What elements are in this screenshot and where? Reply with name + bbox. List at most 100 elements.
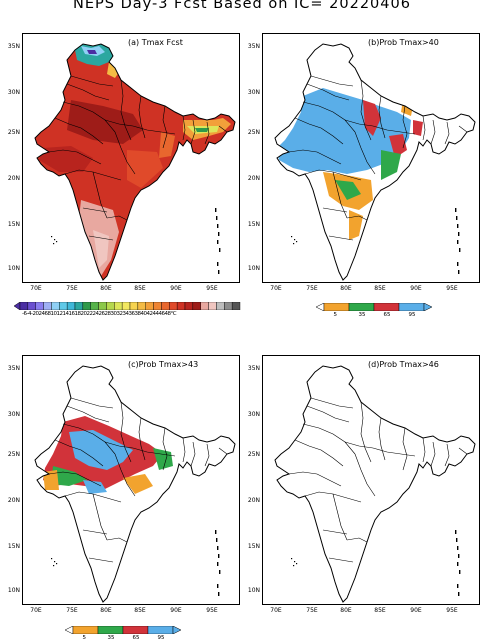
lat-tick-label: 35N — [7, 365, 20, 372]
lat-tick-label: 30N — [247, 89, 260, 96]
country-outline — [34, 365, 236, 603]
prob-colorbar-label: 35 — [107, 635, 115, 641]
lon-tick-label: 90E — [170, 607, 182, 614]
prob-colorbar-b: 5 35 65 95 — [316, 303, 432, 318]
shaded-field — [43, 416, 173, 494]
lon-tick-label: 90E — [170, 285, 182, 292]
tmax-colorbar-label: -4 — [26, 311, 31, 317]
tmax-colorbar-label: 8 — [47, 311, 51, 317]
lon-tick-label: 85E — [374, 285, 386, 292]
prob-colorbar-label: 95 — [408, 312, 416, 318]
tmax-colorbar-labels: -6-4-20246810121416182022242628303234363… — [22, 311, 246, 317]
lon-tick-label: 95E — [446, 607, 458, 614]
lat-tick-label: 20N — [247, 497, 260, 504]
tmax-colorbar-label: 30 — [110, 311, 117, 317]
panel-prob-tmax-43: (c)Prob Tmax>43 — [22, 355, 240, 605]
tmax-colorbar-label: 44 — [152, 311, 159, 317]
tmax-colorbar-label: 38 — [134, 311, 141, 317]
tmax-colorbar-label: -6 — [22, 311, 27, 317]
country-outline — [274, 43, 476, 281]
panel-label: (a) Tmax Fcst — [127, 38, 184, 47]
lat-tick-label: 10N — [7, 587, 20, 594]
lon-tick-label: 70E — [270, 285, 282, 292]
tmax-colorbar-label: 12 — [56, 311, 63, 317]
lon-tick-label: 75E — [66, 285, 78, 292]
lon-tick-label: 90E — [410, 607, 422, 614]
lat-tick-label: 25N — [247, 451, 260, 458]
lon-tick-label: 75E — [306, 285, 318, 292]
panel-tmax-forecast: (a) Tmax Fcst — [22, 33, 240, 283]
lat-tick-label: 15N — [7, 221, 20, 228]
tmax-colorbar-label: 40 — [140, 311, 147, 317]
tmax-colorbar-label: 48 — [164, 311, 171, 317]
tmax-colorbar-label: 10 — [50, 311, 57, 317]
tmax-colorbar-label: 14 — [62, 311, 69, 317]
prob-colorbar-label: 65 — [383, 312, 391, 318]
tmax-colorbar-label: 24 — [92, 311, 99, 317]
lon-tick-label: 75E — [306, 607, 318, 614]
lon-tick-label: 70E — [30, 285, 42, 292]
tmax-colorbar-boxes — [14, 302, 241, 310]
prob-colorbar-c: 5 35 65 95 — [65, 626, 181, 641]
map-p40 — [274, 43, 476, 281]
panel-prob-tmax-46: (d)Prob Tmax>46 — [262, 355, 480, 605]
lon-tick-label: 70E — [270, 607, 282, 614]
map-p46 — [274, 365, 476, 603]
tmax-colorbar-label: 34 — [122, 311, 129, 317]
panel-label: (b)Prob Tmax>40 — [367, 38, 440, 47]
prob-colorbar-label: 5 — [333, 312, 338, 318]
lon-tick-label: 70E — [30, 607, 42, 614]
lat-tick-label: 30N — [7, 411, 20, 418]
lat-tick-label: 15N — [247, 543, 260, 550]
lat-tick-label: 35N — [247, 365, 260, 372]
tmax-colorbar-label: 26 — [98, 311, 105, 317]
tmax-colorbar-label: 2 — [38, 311, 42, 317]
tmax-colorbar-label: 22 — [86, 311, 93, 317]
lon-tick-label: 80E — [100, 285, 112, 292]
prob-colorbar-label: 65 — [132, 635, 140, 641]
tmax-colorbar-label: 28 — [104, 311, 111, 317]
tmax-colorbar-label: 6 — [44, 311, 48, 317]
tmax-colorbar-label: 42 — [146, 311, 153, 317]
lon-tick-label: 95E — [206, 607, 218, 614]
country-outline — [34, 43, 236, 281]
prob-colorbar-label: 95 — [157, 635, 165, 641]
tmax-colorbar-label: 18 — [74, 311, 81, 317]
shaded-field — [277, 88, 423, 240]
panel-label: (c)Prob Tmax>43 — [127, 360, 200, 369]
tmax-colorbar-label: 46 — [158, 311, 165, 317]
tmax-colorbar-label: 36 — [128, 311, 135, 317]
lat-tick-label: 30N — [7, 89, 20, 96]
figure-title: NEPS Day-3 Fcst Based on IC= 20220406 — [73, 0, 411, 12]
prob-colorbar-boxes — [65, 626, 181, 634]
lon-tick-label: 75E — [66, 607, 78, 614]
panel-label: (d)Prob Tmax>46 — [367, 360, 440, 369]
lon-tick-label: 80E — [340, 285, 352, 292]
map-tmax — [34, 43, 236, 281]
lon-tick-label: 85E — [374, 607, 386, 614]
tmax-colorbar-label: 4 — [41, 311, 45, 317]
lat-tick-label: 35N — [7, 43, 20, 50]
tmax-colorbar-label: 0 — [35, 311, 39, 317]
lat-tick-label: 20N — [7, 175, 20, 182]
prob-colorbar-label: 35 — [358, 312, 366, 318]
lat-tick-label: 20N — [7, 497, 20, 504]
lat-tick-label: 10N — [247, 587, 260, 594]
lon-tick-label: 95E — [206, 285, 218, 292]
lat-tick-label: 15N — [7, 543, 20, 550]
tmax-colorbar-label: 16 — [68, 311, 75, 317]
tmax-colorbar: -6-4-20246810121416182022242628303234363… — [14, 302, 242, 317]
lat-tick-label: 35N — [247, 43, 260, 50]
tmax-colorbar-label: -2 — [30, 311, 36, 317]
tmax-colorbar-unit: °C — [170, 311, 177, 317]
lon-tick-label: 85E — [134, 607, 146, 614]
country-outline — [274, 365, 476, 603]
lon-tick-label: 80E — [340, 607, 352, 614]
prob-colorbar-boxes — [316, 303, 432, 311]
lat-tick-label: 15N — [247, 221, 260, 228]
tmax-colorbar-label: 20 — [80, 311, 87, 317]
lat-tick-label: 25N — [7, 129, 20, 136]
lat-tick-label: 20N — [247, 175, 260, 182]
lon-tick-label: 90E — [410, 285, 422, 292]
map-p43 — [34, 365, 236, 603]
